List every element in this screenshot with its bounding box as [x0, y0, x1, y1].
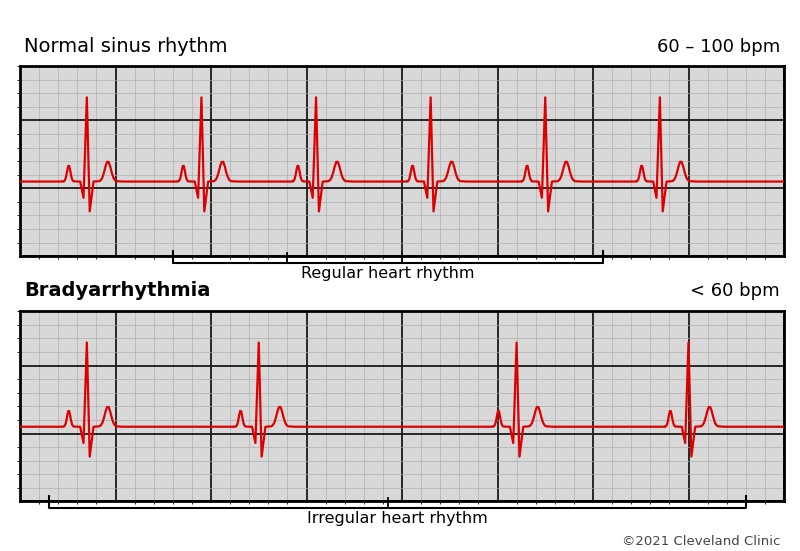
Text: < 60 bpm: < 60 bpm [690, 282, 780, 300]
Text: Irregular heart rhythm: Irregular heart rhythm [307, 511, 487, 526]
Text: ©2021 Cleveland Clinic: ©2021 Cleveland Clinic [622, 535, 780, 548]
Text: Regular heart rhythm: Regular heart rhythm [301, 266, 474, 280]
Text: Normal sinus rhythm: Normal sinus rhythm [24, 37, 227, 56]
Text: 60 – 100 bpm: 60 – 100 bpm [657, 38, 780, 56]
Text: Bradyarrhythmia: Bradyarrhythmia [24, 282, 210, 300]
